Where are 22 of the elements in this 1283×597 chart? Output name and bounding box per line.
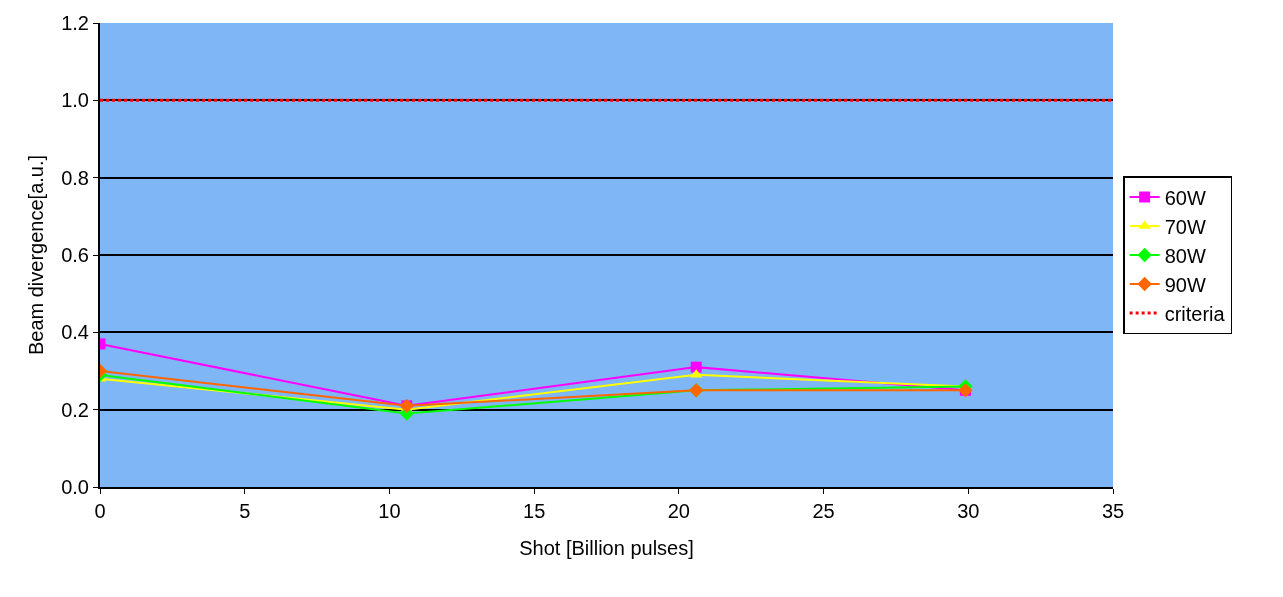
x-tick-label: 30 <box>957 500 980 522</box>
x-tick-label: 0 <box>94 500 106 522</box>
x-tick-label: 20 <box>667 500 690 522</box>
y-tick-label: 0.8 <box>61 166 89 189</box>
legend-label: 80W <box>1164 244 1206 267</box>
y-tick-label: 1.0 <box>61 89 89 112</box>
x-axis-title: Shot [Billion pulses] <box>519 537 694 559</box>
y-axis-title: Beam divergence[a.u.] <box>25 154 48 356</box>
legend-label: criteria <box>1164 302 1226 325</box>
y-tick-label: 0.4 <box>61 321 89 344</box>
y-tick-label: 0.0 <box>61 476 89 498</box>
legend-label: 70W <box>1164 215 1206 238</box>
y-tick-label: 0.6 <box>61 244 89 266</box>
legend-label: 60W <box>1164 186 1206 209</box>
x-tick-label: 5 <box>239 500 251 522</box>
legend-label: 90W <box>1164 273 1206 296</box>
y-tick-label: 1.2 <box>61 12 89 34</box>
x-tick-label: 25 <box>812 500 835 522</box>
x-tick-label: 15 <box>523 500 546 522</box>
x-tick-label: 35 <box>1101 500 1125 522</box>
y-tick-label: 0.2 <box>61 398 89 421</box>
x-tick-label: 10 <box>378 500 401 522</box>
